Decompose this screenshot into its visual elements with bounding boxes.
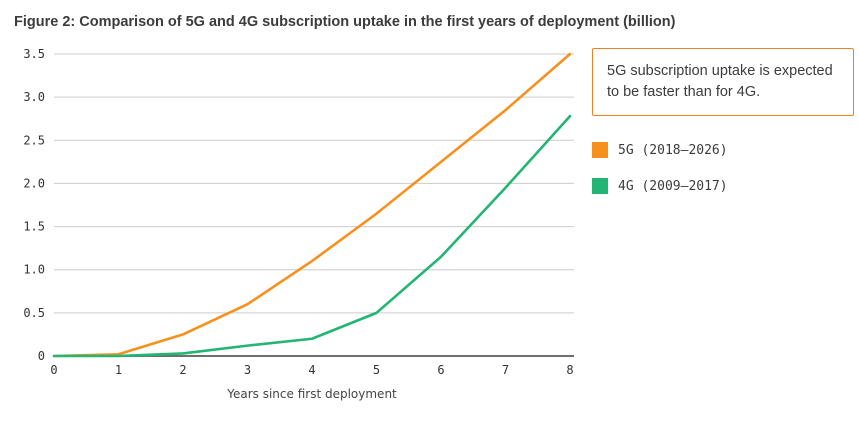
x-axis-tick-label: 1 — [115, 363, 122, 377]
annotation-text: 5G subscription uptake is expected to be… — [607, 63, 833, 101]
legend-item-4g: 4G (2009–2017) — [592, 178, 854, 195]
line-chart: 0 0.5 1.0 1.5 2.0 2.5 3.0 3.5 0 1 2 3 4 5 6 7 8 Years sin… — [23, 47, 574, 401]
legend-label-4g: 4G (2009–2017) — [618, 178, 728, 194]
figure-content: 0 0.5 1.0 1.5 2.0 2.5 3.0 3.5 0 1 2 3 4 5 6 7 8 Years sin… — [12, 38, 854, 415]
series-line-4g — [52, 114, 572, 358]
legend-item-5g: 5G (2018–2026) — [592, 142, 854, 159]
x-axis-tick-label: 7 — [502, 363, 509, 377]
y-axis-tick-label: 2.5 — [23, 133, 45, 147]
x-axis-tick-label: 8 — [566, 363, 573, 377]
legend: 5G (2018–2026) 4G (2009–2017) — [592, 142, 854, 195]
legend-swatch-5g — [592, 142, 608, 159]
y-axis-tick-label: 0.5 — [23, 306, 45, 320]
y-axis-tick-label: 1.5 — [23, 220, 45, 234]
side-panel: 5G subscription uptake is expected to be… — [584, 38, 854, 214]
x-axis-tick-label: 6 — [437, 363, 444, 377]
legend-label-5g: 5G (2018–2026) — [618, 142, 728, 158]
x-axis-tick-label: 4 — [308, 363, 315, 377]
legend-swatch-4g — [592, 178, 608, 195]
annotation-box: 5G subscription uptake is expected to be… — [592, 48, 854, 117]
x-axis-tick-label: 5 — [373, 363, 380, 377]
chart-area: 0 0.5 1.0 1.5 2.0 2.5 3.0 3.5 0 1 2 3 4 5 6 7 8 Years sin… — [12, 38, 584, 415]
x-axis-title: Years since first deployment — [226, 387, 397, 401]
y-axis-tick-label: 2.0 — [23, 176, 45, 190]
x-axis-tick-label: 3 — [244, 363, 251, 377]
y-axis-tick-label: 1.0 — [23, 263, 45, 277]
x-axis-tick-label: 0 — [50, 363, 57, 377]
figure-title: Figure 2: Comparison of 5G and 4G subscr… — [14, 14, 676, 30]
series-line-5g — [52, 52, 572, 358]
y-axis-tick-label: 3.5 — [23, 47, 45, 61]
y-axis-tick-label: 3.0 — [23, 90, 45, 104]
x-axis-tick-label: 2 — [179, 363, 186, 377]
y-axis-tick-label: 0 — [38, 349, 45, 363]
